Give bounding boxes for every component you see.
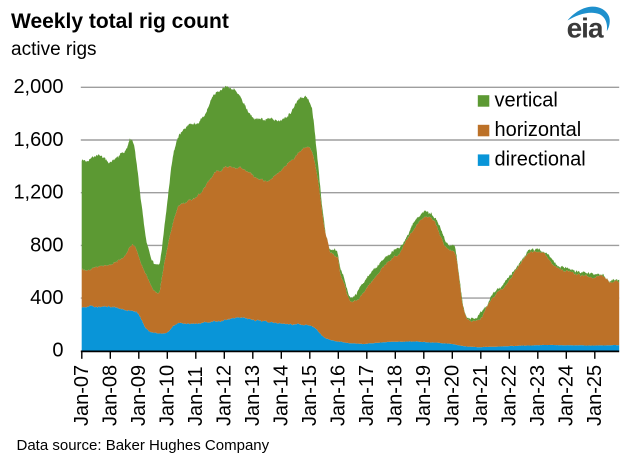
svg-text:Jan-17: Jan-17: [356, 365, 378, 426]
svg-text:Jan-16: Jan-16: [328, 365, 350, 426]
svg-text:Jan-10: Jan-10: [157, 365, 179, 426]
svg-text:Jan-18: Jan-18: [385, 365, 407, 426]
svg-text:Jan-15: Jan-15: [299, 365, 321, 426]
svg-text:Jan-08: Jan-08: [100, 365, 122, 426]
svg-text:Jan-21: Jan-21: [470, 365, 492, 426]
svg-text:Jan-23: Jan-23: [527, 365, 549, 426]
svg-text:800: 800: [30, 234, 63, 256]
svg-text:Jan-19: Jan-19: [413, 365, 435, 426]
svg-text:horizontal: horizontal: [495, 119, 582, 141]
svg-text:eia: eia: [567, 13, 604, 44]
svg-text:0: 0: [52, 340, 63, 362]
svg-text:400: 400: [30, 287, 63, 309]
svg-text:Jan-25: Jan-25: [584, 365, 606, 426]
svg-text:directional: directional: [495, 149, 586, 171]
svg-text:Jan-22: Jan-22: [499, 365, 521, 426]
svg-text:vertical: vertical: [495, 90, 558, 112]
svg-text:Jan-12: Jan-12: [214, 365, 236, 426]
svg-text:Jan-24: Jan-24: [556, 365, 578, 426]
svg-text:Jan-14: Jan-14: [271, 365, 293, 426]
svg-text:Jan-09: Jan-09: [128, 365, 150, 426]
svg-text:Jan-20: Jan-20: [442, 365, 464, 426]
svg-text:2,000: 2,000: [13, 76, 63, 98]
svg-text:1,200: 1,200: [13, 182, 63, 204]
svg-text:Jan-07: Jan-07: [71, 365, 93, 426]
svg-text:Jan-11: Jan-11: [185, 366, 207, 426]
svg-text:1,600: 1,600: [13, 129, 63, 151]
svg-text:Jan-13: Jan-13: [242, 365, 264, 426]
